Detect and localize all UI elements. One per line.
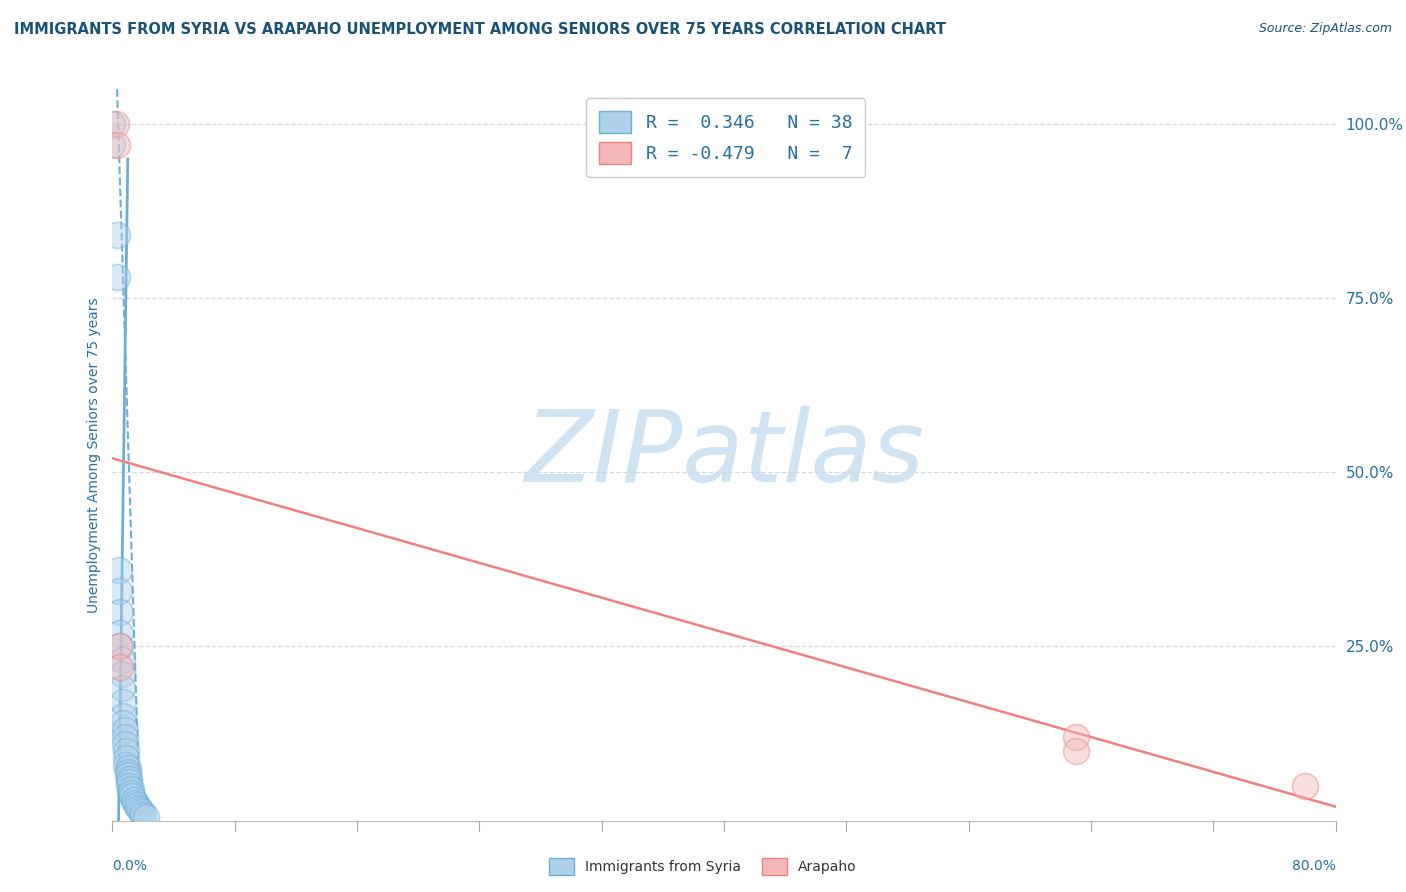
Legend: Immigrants from Syria, Arapaho: Immigrants from Syria, Arapaho — [544, 853, 862, 880]
Point — [118, 772, 141, 786]
Text: 0.0%: 0.0% — [112, 859, 148, 873]
Point — [112, 695, 135, 709]
Text: ZIPatlas: ZIPatlas — [524, 407, 924, 503]
Point — [105, 228, 128, 243]
Point — [122, 793, 145, 807]
Point — [124, 796, 146, 810]
Point — [105, 270, 128, 285]
Point — [111, 667, 134, 681]
Point — [120, 782, 142, 797]
Point — [118, 775, 141, 789]
Point — [1064, 730, 1087, 744]
Point — [114, 730, 136, 744]
Point — [115, 744, 138, 758]
Point — [107, 583, 129, 598]
Point — [101, 117, 124, 131]
Y-axis label: Unemployment Among Seniors over 75 years: Unemployment Among Seniors over 75 years — [87, 297, 101, 613]
Point — [112, 709, 135, 723]
Point — [131, 805, 153, 820]
Point — [107, 640, 129, 654]
Point — [104, 117, 127, 131]
Point — [117, 768, 139, 782]
Point — [125, 798, 148, 813]
Point — [115, 758, 138, 772]
Point — [105, 137, 128, 152]
Text: Source: ZipAtlas.com: Source: ZipAtlas.com — [1258, 22, 1392, 36]
Point — [111, 653, 134, 667]
Point — [118, 779, 141, 793]
Point — [111, 681, 134, 696]
Point — [108, 605, 131, 619]
Point — [101, 137, 124, 152]
Legend: R =  0.346   N = 38, R = -0.479   N =  7: R = 0.346 N = 38, R = -0.479 N = 7 — [586, 98, 865, 177]
Point — [129, 803, 152, 817]
Text: IMMIGRANTS FROM SYRIA VS ARAPAHO UNEMPLOYMENT AMONG SENIORS OVER 75 YEARS CORREL: IMMIGRANTS FROM SYRIA VS ARAPAHO UNEMPLO… — [14, 22, 946, 37]
Point — [108, 640, 131, 654]
Point — [127, 801, 149, 815]
Point — [108, 625, 131, 640]
Point — [132, 808, 155, 822]
Point — [1064, 744, 1087, 758]
Point — [135, 810, 157, 824]
Point — [114, 723, 136, 737]
Point — [117, 764, 139, 779]
Point — [112, 716, 135, 731]
Text: 80.0%: 80.0% — [1292, 859, 1336, 873]
Point — [107, 563, 129, 577]
Point — [120, 786, 142, 800]
Point — [1294, 779, 1316, 793]
Point — [114, 737, 136, 751]
Point — [117, 761, 139, 775]
Point — [108, 660, 131, 674]
Point — [115, 751, 138, 765]
Point — [121, 789, 143, 804]
